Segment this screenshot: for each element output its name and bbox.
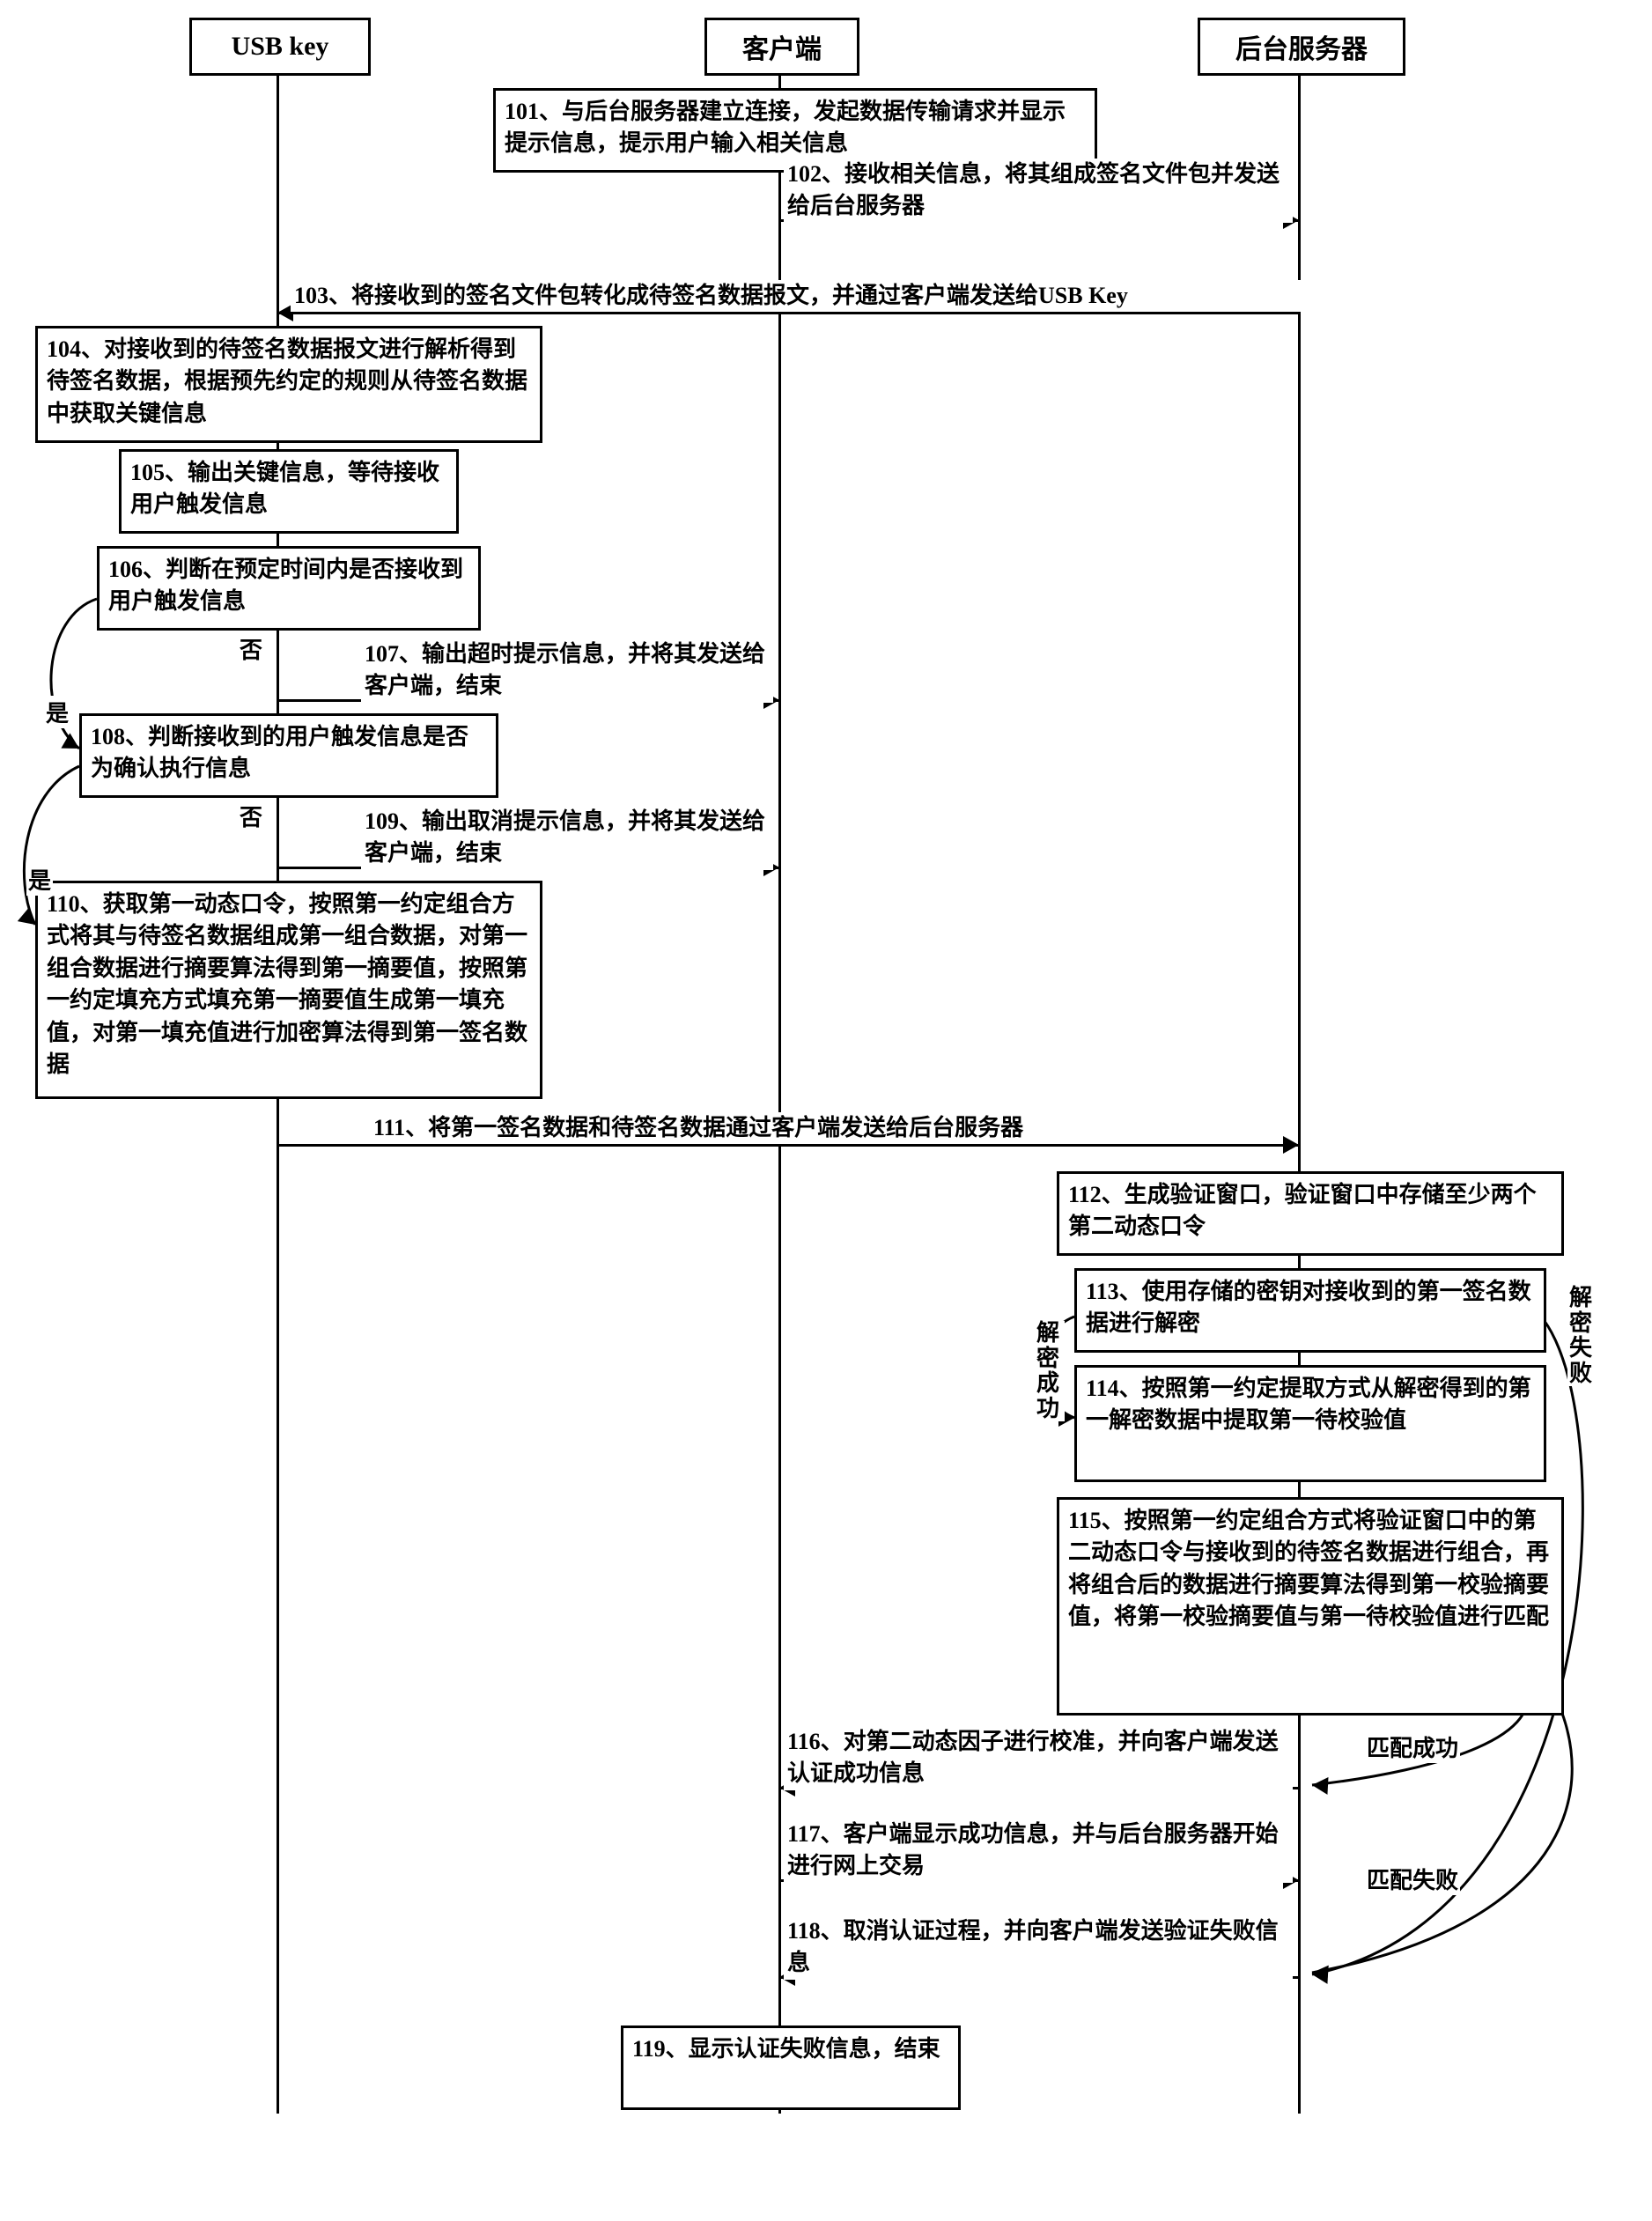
label-m117: 117、客户端显示成功信息，并与后台服务器开始进行网上交易 — [784, 1819, 1293, 1883]
edgelabel-no1: 否 — [238, 632, 264, 665]
label-m109: 109、输出取消提示信息，并将其发送给客户端，结束 — [361, 806, 773, 870]
label-m107: 107、输出超时提示信息，并将其发送给客户端，结束 — [361, 638, 773, 703]
step-b113: 113、使用存储的密钥对接收到的第一签名数据进行解密 — [1074, 1268, 1546, 1353]
label-m118: 118、取消认证过程，并向客户端发送验证失败信息 — [784, 1915, 1293, 1980]
label-m111: 111、将第一签名数据和待签名数据通过客户端发送给后台服务器 — [370, 1112, 1257, 1144]
step-b112: 112、生成验证窗口，验证窗口中存储至少两个第二动态口令 — [1057, 1171, 1564, 1256]
step-b105: 105、输出关键信息，等待接收用户触发信息 — [119, 449, 459, 534]
label-m116: 116、对第二动态因子进行校准，并向客户端发送认证成功信息 — [784, 1726, 1293, 1790]
participant-server: 后台服务器 — [1198, 18, 1405, 76]
edgelabel-match_ok: 匹配成功 — [1365, 1730, 1460, 1763]
step-b104: 104、对接收到的待签名数据报文进行解析得到待签名数据，根据预先约定的规则从待签… — [35, 326, 542, 443]
label-m103: 103、将接收到的签名文件包转化成待签名数据报文，并通过客户端发送给USB Ke… — [291, 280, 1302, 312]
step-b114: 114、按照第一约定提取方式从解密得到的第一解密数据中提取第一待校验值 — [1074, 1365, 1546, 1482]
sequence-diagram: USB key客户端后台服务器101、与后台服务器建立连接，发起数据传输请求并显… — [18, 18, 1634, 2203]
step-b115: 115、按照第一约定组合方式将验证窗口中的第二动态口令与接收到的待签名数据进行组… — [1057, 1497, 1564, 1716]
step-b110: 110、获取第一动态口令，按照第一约定组合方式将其与待签名数据组成第一组合数据，… — [35, 881, 542, 1099]
step-b106: 106、判断在预定时间内是否接收到用户触发信息 — [97, 546, 481, 631]
edgelabel-dec_fail: 解密失败 — [1567, 1286, 1597, 1386]
participant-client: 客户端 — [704, 18, 859, 76]
edgelabel-yes1: 是 — [44, 696, 70, 728]
step-b108: 108、判断接收到的用户触发信息是否为确认执行信息 — [79, 713, 498, 798]
edgelabel-match_fail: 匹配失败 — [1365, 1863, 1460, 1895]
participant-usbkey: USB key — [189, 18, 371, 76]
step-b119: 119、显示认证失败信息，结束 — [621, 2025, 961, 2110]
edgelabel-no2: 否 — [238, 800, 264, 832]
arrowhead-m111 — [1283, 1136, 1299, 1154]
edgelabel-yes2: 是 — [26, 863, 53, 896]
edgelabel-dec_ok: 解密成功 — [1035, 1321, 1065, 1421]
label-m102: 102、接收相关信息，将其组成签名文件包并发送给后台服务器 — [784, 159, 1293, 223]
